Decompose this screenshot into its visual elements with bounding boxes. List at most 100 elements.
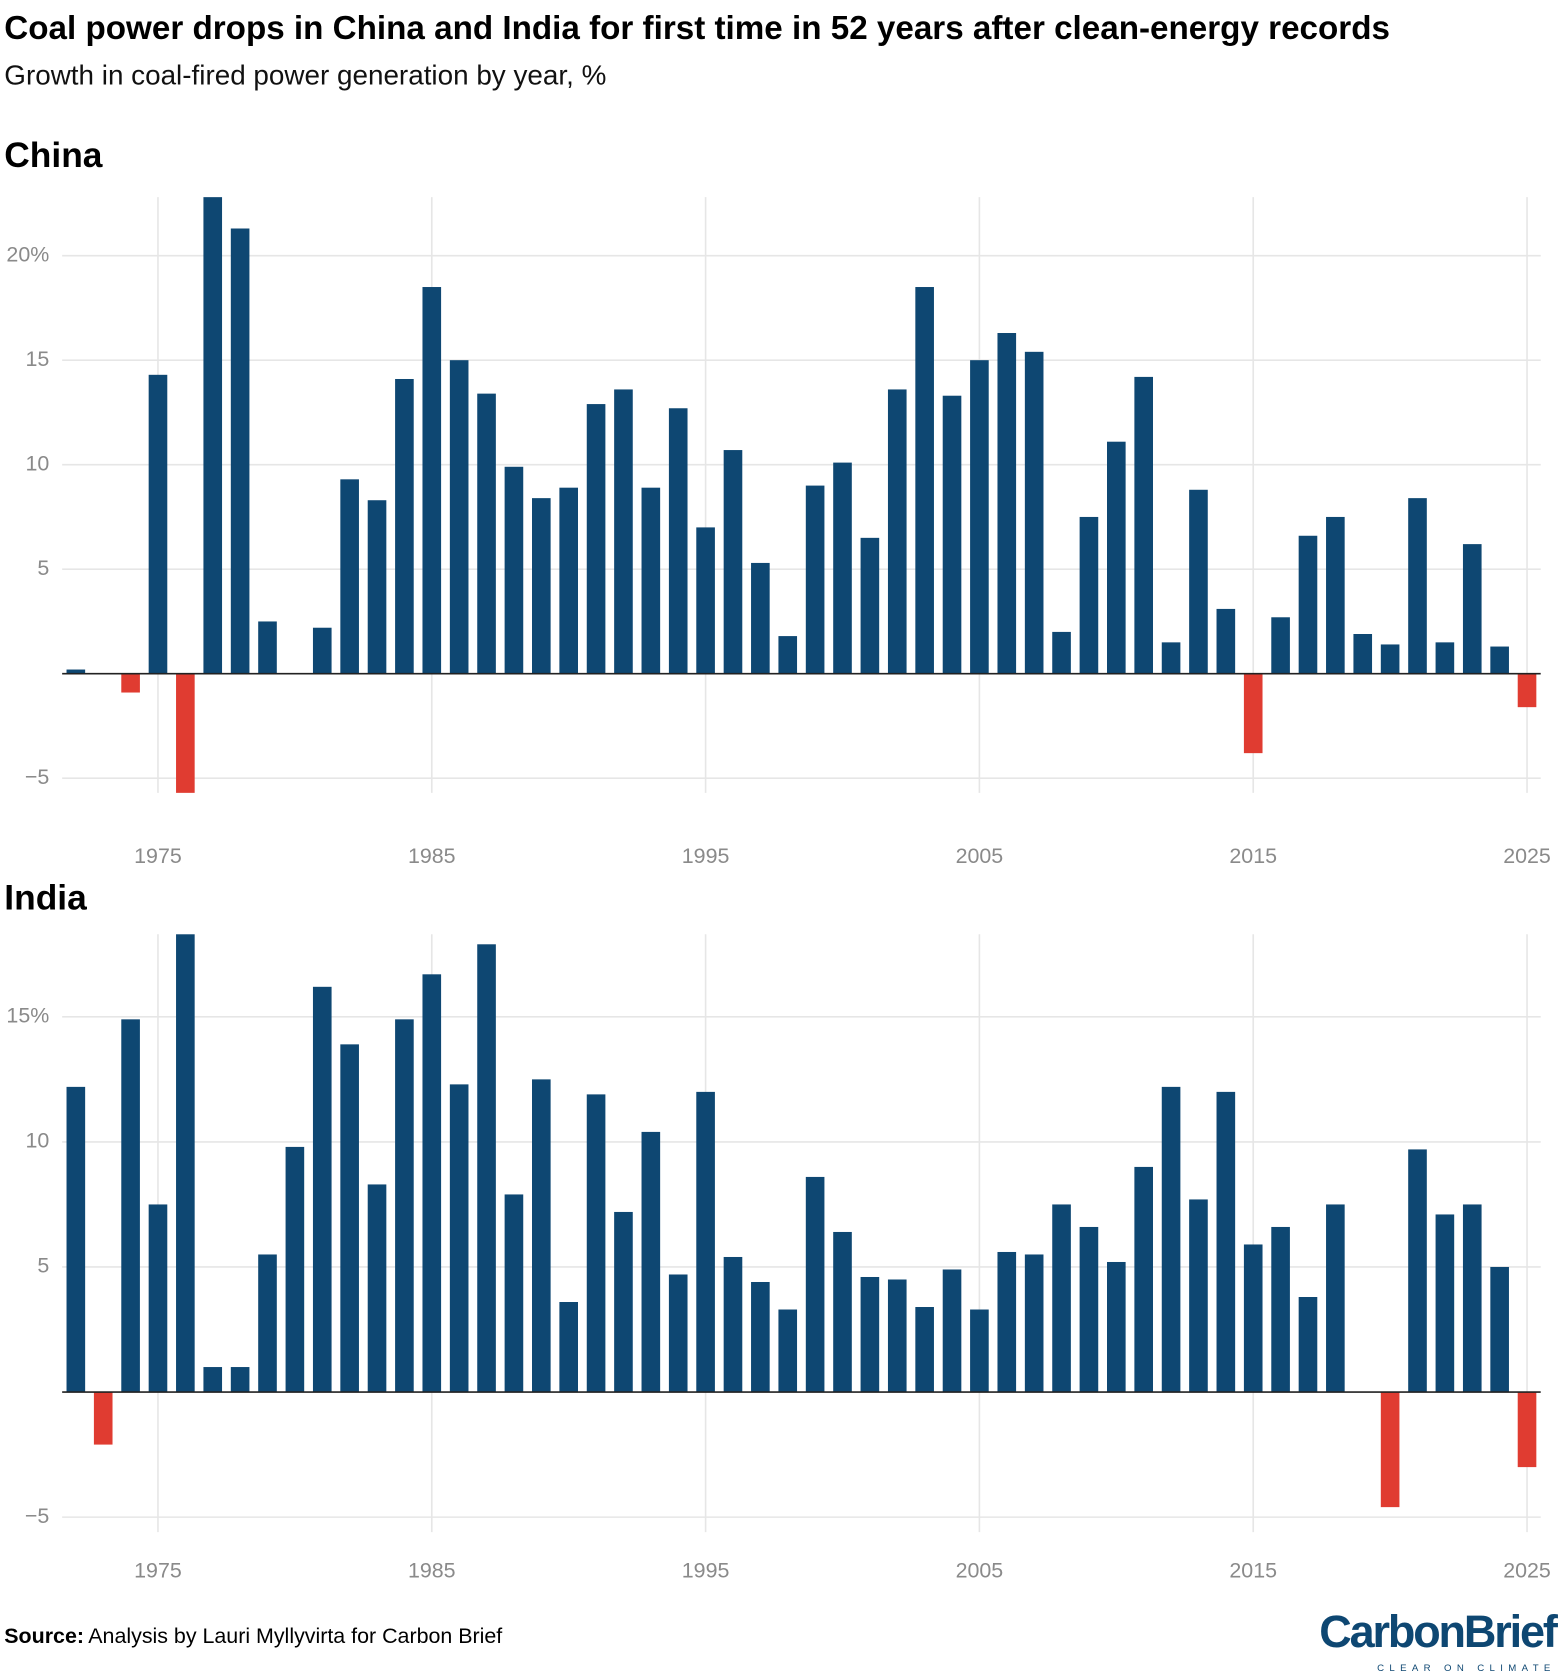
bar — [1161, 642, 1181, 674]
bar — [312, 986, 332, 1393]
bar — [1243, 673, 1263, 754]
bar — [1517, 673, 1537, 708]
bar — [1326, 1204, 1345, 1393]
y-tick-label: −5 — [25, 1504, 49, 1528]
bar — [121, 673, 140, 693]
y-tick-label: 15% — [6, 1003, 49, 1027]
bar — [230, 1367, 250, 1393]
bar — [805, 1176, 825, 1393]
bar — [66, 669, 86, 674]
x-tick-label: 2025 — [1503, 844, 1551, 868]
bar — [559, 487, 578, 674]
bar — [504, 1194, 524, 1393]
bar — [1216, 608, 1236, 674]
bar — [1490, 1266, 1509, 1393]
bar — [1380, 1392, 1400, 1508]
bar — [751, 1281, 770, 1393]
bar — [532, 1079, 551, 1393]
bar — [1189, 489, 1208, 674]
y-tick-label: 10 — [25, 451, 49, 475]
x-tick-label: 1985 — [408, 844, 456, 868]
bar — [942, 1269, 962, 1393]
logo: CarbonBrief — [1319, 1606, 1559, 1657]
source-label: Source: Analysis by Lauri Myllyvirta for … — [4, 1624, 502, 1648]
bar — [668, 1274, 688, 1393]
bar — [340, 1044, 359, 1393]
bar — [477, 393, 496, 674]
bar — [1079, 516, 1099, 674]
bar — [887, 1279, 907, 1393]
bar — [477, 944, 496, 1393]
bar — [1271, 1226, 1290, 1393]
bar — [1326, 516, 1345, 674]
x-tick-label: 2015 — [1229, 844, 1277, 868]
bar — [395, 378, 414, 674]
panel-title: China — [4, 136, 103, 175]
bar — [805, 485, 825, 674]
bar — [1517, 1392, 1537, 1468]
bar — [532, 498, 551, 674]
bar — [203, 1367, 223, 1393]
bar — [148, 1204, 168, 1393]
bar — [915, 287, 934, 674]
bar — [1024, 351, 1044, 674]
bar — [312, 627, 332, 674]
bar — [449, 1084, 469, 1393]
y-tick-label: 20% — [6, 242, 49, 266]
bar — [860, 537, 880, 674]
bar — [696, 527, 715, 674]
x-tick-label: 2005 — [956, 1558, 1004, 1582]
bar — [1435, 642, 1455, 674]
panel-title: India — [4, 878, 87, 917]
bar — [1298, 1297, 1318, 1393]
bar — [121, 1019, 140, 1393]
bar — [751, 562, 770, 674]
x-tick-label: 1995 — [682, 1558, 730, 1582]
x-tick-label: 1975 — [134, 1558, 182, 1582]
bar — [778, 1309, 798, 1393]
bar — [422, 974, 442, 1393]
bar — [668, 408, 688, 674]
bar — [1134, 1166, 1154, 1393]
bar — [833, 462, 852, 674]
bar — [1107, 1261, 1126, 1393]
bar — [367, 1184, 387, 1393]
bar — [1189, 1199, 1208, 1393]
bar — [778, 636, 798, 674]
bar — [1161, 1086, 1181, 1393]
x-tick-label: 2025 — [1503, 1558, 1551, 1582]
bar — [723, 1256, 743, 1393]
bar — [176, 673, 195, 793]
bar — [1408, 1149, 1427, 1393]
bar — [93, 1392, 113, 1445]
bar — [1243, 1244, 1263, 1393]
bar — [614, 1211, 633, 1393]
bar — [176, 934, 195, 1393]
bar — [696, 1091, 715, 1393]
x-tick-label: 2015 — [1229, 1558, 1277, 1582]
x-tick-label: 1985 — [408, 1558, 456, 1582]
bar — [340, 479, 359, 674]
bar — [1107, 441, 1126, 674]
bar — [942, 395, 962, 674]
y-tick-label: 15 — [25, 347, 49, 371]
bar — [258, 621, 277, 674]
bar — [997, 333, 1017, 674]
x-tick-label: 1975 — [134, 844, 182, 868]
bar — [1462, 1204, 1482, 1393]
bar — [833, 1231, 852, 1393]
source-text: Analysis by Lauri Myllyvirta for Carbon … — [88, 1624, 502, 1648]
x-tick-label: 1995 — [682, 844, 730, 868]
bar — [258, 1254, 277, 1393]
bar — [1052, 1204, 1071, 1393]
source-label: Source: — [4, 1624, 84, 1648]
bar — [1134, 376, 1154, 674]
bar — [1353, 634, 1373, 674]
logo-tagline: CLEAR ON CLIMATE — [1377, 1663, 1556, 1674]
bar — [860, 1276, 880, 1393]
y-tick-label: −5 — [25, 765, 49, 789]
chart-subtitle: Growth in coal-fired power generation by… — [4, 60, 606, 91]
bar — [203, 197, 223, 674]
bar — [285, 1146, 305, 1393]
